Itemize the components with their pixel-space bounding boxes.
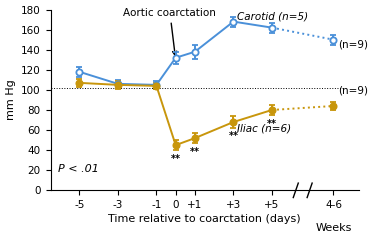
X-axis label: Time relative to coarctation (days): Time relative to coarctation (days) [108, 214, 301, 224]
Text: **: ** [190, 147, 200, 157]
Text: **: ** [228, 131, 238, 141]
Text: (n=9): (n=9) [338, 40, 368, 50]
Text: Weeks: Weeks [315, 223, 352, 233]
Text: Iliac (n=6): Iliac (n=6) [237, 123, 291, 133]
Text: (n=9): (n=9) [338, 86, 368, 96]
Text: Carotid (n=5): Carotid (n=5) [237, 11, 308, 22]
Text: Aortic coarctation: Aortic coarctation [123, 8, 216, 55]
Y-axis label: mm Hg: mm Hg [6, 80, 15, 120]
Text: **: ** [267, 119, 277, 129]
Text: P < .01: P < .01 [58, 164, 99, 174]
Text: **: ** [171, 154, 181, 164]
